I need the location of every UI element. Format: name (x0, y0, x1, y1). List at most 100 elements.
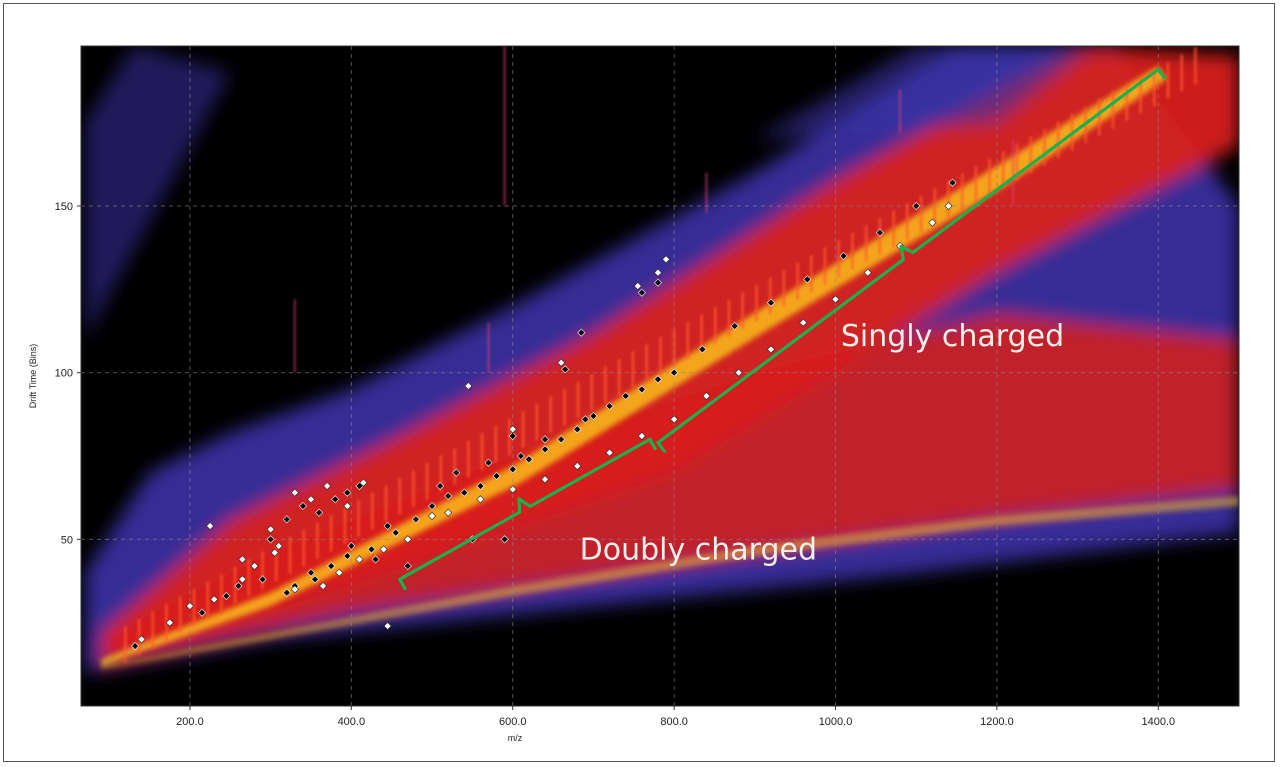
black-data-point (766, 298, 775, 307)
white-data-point (185, 601, 194, 611)
white-data-point (266, 525, 275, 534)
black-data-point (222, 591, 231, 601)
black-data-point (653, 375, 663, 384)
black-data-point (557, 435, 566, 444)
black-data-point (234, 581, 243, 591)
white-data-point (323, 481, 332, 491)
doubly-charged-range-bracket (398, 437, 658, 591)
black-data-point (948, 178, 957, 187)
black-data-point (282, 588, 291, 597)
drift-time-vs-mz-chart: Singly charged Doubly charged 200.0 400.0 6… (28, 45, 1240, 743)
black-data-point (561, 365, 570, 374)
black-data-point (343, 488, 352, 497)
white-data-point (799, 318, 808, 327)
black-data-point (343, 551, 352, 561)
white-data-point (605, 448, 614, 457)
white-data-point (238, 555, 247, 564)
black-data-point (484, 458, 493, 467)
black-data-point (327, 561, 336, 571)
charge-state-brackets (398, 67, 1167, 591)
white-data-point (210, 595, 219, 604)
black-data-point (637, 385, 646, 394)
white-data-point (476, 495, 485, 504)
black-data-point (258, 575, 267, 584)
white-data-point (540, 475, 550, 484)
y-axis-label: Drift Time (Bins) (28, 344, 38, 409)
white-data-point (250, 561, 259, 571)
white-data-point (383, 621, 392, 631)
black-data-point (331, 495, 340, 504)
white-data-point (444, 508, 453, 517)
white-data-point (137, 635, 146, 644)
x-tick-label: 600.0 (499, 716, 527, 728)
white-data-point (319, 581, 328, 591)
black-data-point (581, 415, 590, 424)
black-data-point (500, 535, 509, 544)
black-data-point (315, 508, 324, 517)
white-data-point (633, 281, 642, 291)
white-data-point (403, 535, 412, 544)
white-data-point (379, 545, 388, 554)
x-tick-label: 400.0 (338, 716, 366, 728)
x-tick-label: 1200.0 (980, 716, 1014, 728)
black-data-point (383, 521, 392, 531)
singly-charged-range-bracket (656, 67, 1167, 454)
white-data-point (508, 425, 517, 434)
white-data-point (670, 415, 679, 424)
black-data-point (730, 321, 739, 331)
annotations: Singly charged Doubly charged (580, 319, 1065, 567)
white-data-point (335, 568, 344, 577)
x-tick-label: 1000.0 (819, 716, 853, 728)
black-data-point (577, 328, 586, 337)
white-data-point (734, 368, 743, 377)
black-data-point (516, 451, 525, 461)
white-data-point (637, 431, 646, 441)
black-data-point (306, 568, 316, 577)
black-data-point (310, 575, 320, 584)
white-data-point (557, 358, 566, 367)
black-data-point (371, 555, 380, 564)
white-data-point (464, 381, 473, 391)
white-data-point (270, 548, 279, 557)
black-data-point (492, 471, 501, 481)
plot-border (80, 45, 1240, 707)
y-tick-label: 150 (55, 201, 73, 213)
white-data-point (573, 461, 582, 471)
white-data-point (355, 555, 364, 564)
figure-frame: Singly charged Doubly charged 200.0 400.0 6… (3, 3, 1275, 762)
black-data-point (367, 545, 376, 554)
white-data-point (928, 218, 937, 227)
white-data-point (306, 495, 316, 504)
black-data-point (573, 425, 582, 434)
black-data-point (621, 391, 630, 401)
black-data-point (589, 411, 598, 421)
white-data-point (508, 485, 517, 494)
x-tick-label: 800.0 (660, 716, 688, 728)
y-tick-label: 50 (61, 534, 73, 546)
black-data-point (452, 468, 461, 477)
x-tick-label: 1400.0 (1141, 716, 1175, 728)
black-data-point (524, 455, 533, 464)
white-data-point (359, 478, 368, 487)
white-data-point (343, 501, 352, 511)
white-data-point (274, 541, 283, 551)
black-data-point (428, 501, 437, 511)
black-data-point (508, 465, 517, 474)
black-data-point (637, 288, 646, 297)
white-data-point (290, 488, 299, 497)
plot-area: Singly charged Doubly charged (81, 46, 1239, 706)
black-data-point (198, 608, 207, 617)
white-data-point (944, 201, 953, 211)
white-data-point (206, 521, 215, 531)
black-data-point (670, 368, 679, 377)
black-data-point (266, 535, 275, 544)
data-points (131, 178, 957, 651)
x-tick-label: 200.0 (176, 716, 204, 728)
black-data-point (347, 541, 356, 551)
white-data-point (766, 345, 775, 354)
black-data-point (803, 275, 812, 284)
black-data-point (912, 201, 921, 211)
low-intensity-halo (85, 46, 231, 340)
black-data-point (476, 481, 485, 491)
doubly-charged-label: Doubly charged (580, 532, 817, 567)
